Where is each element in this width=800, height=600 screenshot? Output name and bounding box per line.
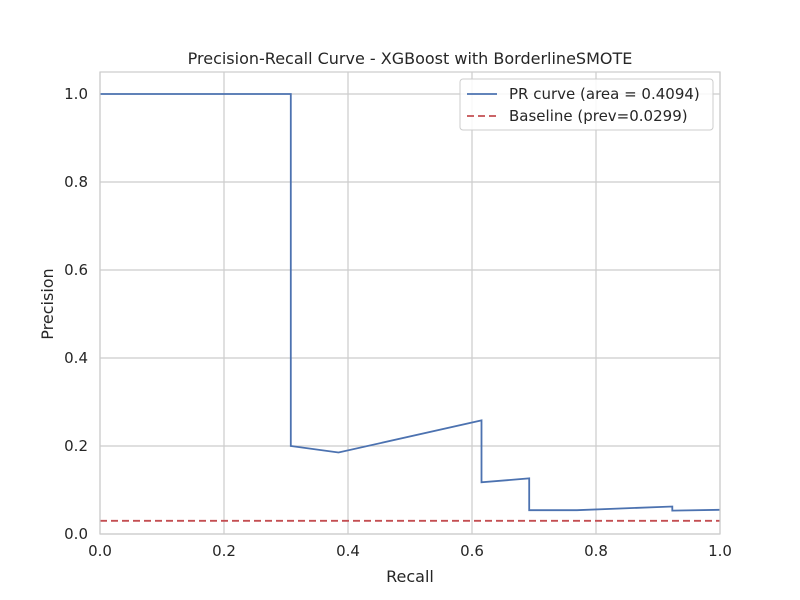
x-tick-label: 0.8 <box>584 542 608 560</box>
legend-label-0: PR curve (area = 0.4094) <box>509 85 700 103</box>
legend-label-1: Baseline (prev=0.0299) <box>509 107 688 125</box>
chart-title: Precision-Recall Curve - XGBoost with Bo… <box>188 49 633 68</box>
grid-lines <box>99 72 721 535</box>
y-tick-label: 0.8 <box>64 173 88 191</box>
x-tick-label: 0.0 <box>88 542 112 560</box>
y-tick-label: 0.0 <box>64 525 88 543</box>
y-tick-label: 1.0 <box>64 85 88 103</box>
y-tick-label: 0.4 <box>64 349 88 367</box>
x-tick-label: 0.4 <box>336 542 360 560</box>
plot-area <box>100 72 720 534</box>
plot-frame <box>99 71 721 535</box>
x-tick-label: 0.6 <box>460 542 484 560</box>
series-line-0 <box>100 93 721 512</box>
y-axis-title: Precision <box>38 268 57 339</box>
legend-box <box>459 78 714 131</box>
tick-labels: 0.0 0.2 0.4 0.6 0.8 1.0 0.0 0.2 0.4 0.6 0.8 1.0 <box>64 85 732 560</box>
x-tick-label: 0.2 <box>212 542 236 560</box>
x-tick-label: 1.0 <box>708 542 732 560</box>
y-tick-label: 0.6 <box>64 261 88 279</box>
y-tick-label: 0.2 <box>64 437 88 455</box>
series-lines <box>100 93 721 522</box>
x-axis-title: Recall <box>386 567 434 586</box>
legend: PR curve (area = 0.4094) Baseline (prev=0… <box>459 78 714 131</box>
